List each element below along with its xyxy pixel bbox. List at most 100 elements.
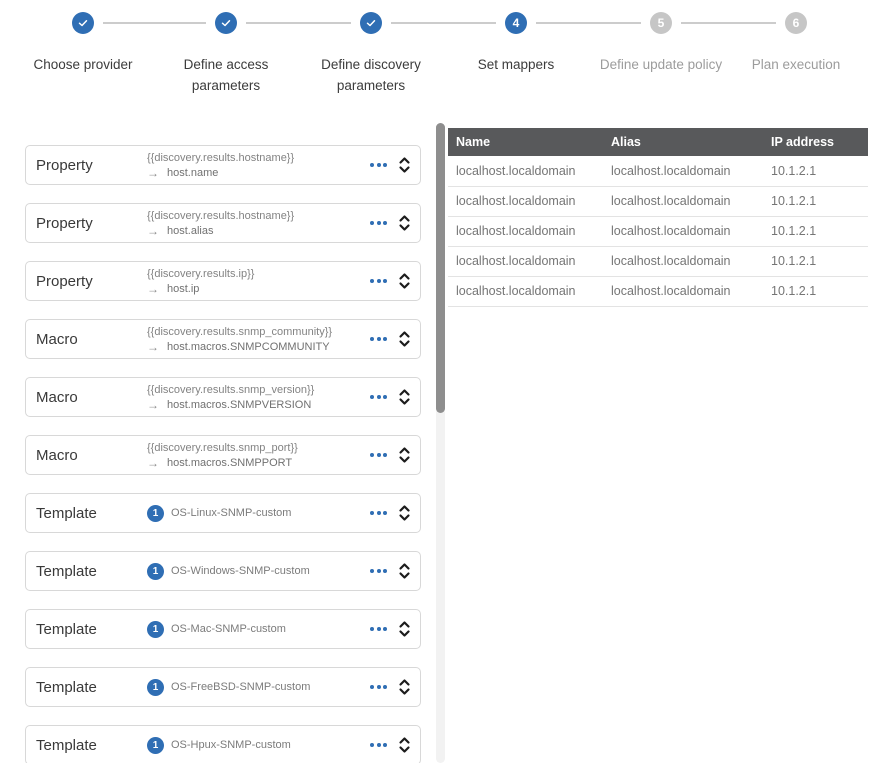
table-header-row: Name Alias IP address xyxy=(448,128,868,156)
template-name: OS-Windows-SNMP-custom xyxy=(171,565,310,577)
chevron-up-icon xyxy=(399,737,410,744)
dot-icon xyxy=(383,163,387,167)
more-actions-button[interactable] xyxy=(366,391,391,403)
mapper-actions xyxy=(366,156,411,174)
dot-icon xyxy=(383,337,387,341)
template-name: OS-Mac-SNMP-custom xyxy=(171,623,286,635)
template-count-badge: 1 xyxy=(147,562,164,580)
step-define-discovery-parameters: Define discovery parameters xyxy=(296,12,446,97)
host-preview-table: Name Alias IP address localhost.localdom… xyxy=(448,128,868,307)
more-actions-button[interactable] xyxy=(366,681,391,693)
reorder-handle[interactable] xyxy=(398,272,411,290)
template-count-badge: 1 xyxy=(147,504,164,522)
mapper-card: Macro {{discovery.results.snmp_port}} → … xyxy=(25,435,421,475)
dot-icon xyxy=(370,743,374,747)
mapper-target-value: host.alias xyxy=(167,224,214,237)
mapper-card: Macro {{discovery.results.snmp_community… xyxy=(25,319,421,359)
cell-alias: localhost.localdomain xyxy=(603,216,763,247)
reorder-handle[interactable] xyxy=(398,562,411,580)
more-actions-button[interactable] xyxy=(366,449,391,461)
chevron-up-icon xyxy=(399,447,410,454)
chevron-down-icon xyxy=(399,166,410,173)
chevron-down-icon xyxy=(399,572,410,579)
chevron-up-icon xyxy=(399,621,410,628)
mapper-card: Template 1 OS-Mac-SNMP-custom xyxy=(25,609,421,649)
vertical-scrollbar[interactable] xyxy=(436,123,445,763)
reorder-handle[interactable] xyxy=(398,446,411,464)
step-connector xyxy=(246,22,351,24)
mappers-list: Property {{discovery.results.hostname}} … xyxy=(25,145,421,763)
column-header-alias: Alias xyxy=(603,128,763,156)
step-circle-done[interactable] xyxy=(360,12,382,34)
mapper-target-row: → host.ip xyxy=(147,283,254,295)
chevron-down-icon xyxy=(399,456,410,463)
mapper-actions xyxy=(366,446,411,464)
more-actions-button[interactable] xyxy=(366,217,391,229)
reorder-handle[interactable] xyxy=(398,678,411,696)
mapper-card: Template 1 OS-Linux-SNMP-custom xyxy=(25,493,421,533)
cell-alias: localhost.localdomain xyxy=(603,186,763,217)
dot-icon xyxy=(370,395,374,399)
cell-alias: localhost.localdomain xyxy=(603,276,763,307)
chevron-down-icon xyxy=(399,398,410,405)
cell-ip-address: 10.1.2.1 xyxy=(763,156,868,187)
reorder-handle[interactable] xyxy=(398,214,411,232)
reorder-handle[interactable] xyxy=(398,736,411,754)
mapper-target-row: → host.name xyxy=(147,167,294,179)
step-circle-done[interactable] xyxy=(215,12,237,34)
template-count-badge: 1 xyxy=(147,620,164,638)
check-icon xyxy=(78,20,88,27)
cell-ip-address: 10.1.2.1 xyxy=(763,276,868,307)
reorder-handle[interactable] xyxy=(398,388,411,406)
chevron-down-icon xyxy=(399,688,410,695)
reorder-handle[interactable] xyxy=(398,156,411,174)
chevron-down-icon xyxy=(399,630,410,637)
step-number: 4 xyxy=(512,16,520,30)
dot-icon xyxy=(376,743,381,747)
reorder-handle[interactable] xyxy=(398,620,411,638)
scrollbar-thumb[interactable] xyxy=(436,123,445,413)
cell-name: localhost.localdomain xyxy=(448,246,603,277)
dot-icon xyxy=(370,279,374,283)
column-header-name: Name xyxy=(448,128,603,156)
mapper-card: Template 1 OS-Windows-SNMP-custom xyxy=(25,551,421,591)
dot-icon xyxy=(383,221,387,225)
table-row: localhost.localdomain localhost.localdom… xyxy=(448,156,868,187)
step-define-access-parameters: Define access parameters xyxy=(151,12,301,97)
dot-icon xyxy=(376,337,381,341)
template-mapper-group: Template 1 OS-Linux-SNMP-custom xyxy=(25,493,421,763)
more-actions-button[interactable] xyxy=(366,159,391,171)
mapper-source-value: {{discovery.results.hostname}} xyxy=(147,151,295,164)
step-define-update-policy: 5 Define update policy xyxy=(586,12,736,76)
chevron-up-icon xyxy=(399,505,410,512)
more-actions-button[interactable] xyxy=(366,623,391,635)
mapper-target-value: host.macros.SNMPCOMMUNITY xyxy=(167,340,330,353)
step-circle-done[interactable] xyxy=(72,12,94,34)
template-name: OS-FreeBSD-SNMP-custom xyxy=(171,681,311,693)
mapper-type-label: Template xyxy=(36,736,97,754)
reorder-handle[interactable] xyxy=(398,330,411,348)
mapper-actions xyxy=(366,388,411,406)
step-circle-active[interactable]: 4 xyxy=(505,12,527,34)
check-icon xyxy=(221,20,231,27)
more-actions-button[interactable] xyxy=(366,565,391,577)
arrow-right-icon: → xyxy=(147,223,159,238)
more-actions-button[interactable] xyxy=(366,333,391,345)
mapper-actions xyxy=(366,214,411,232)
mapper-type-label: Template xyxy=(36,620,97,638)
more-actions-button[interactable] xyxy=(366,275,391,287)
dot-icon xyxy=(376,627,381,631)
more-actions-button[interactable] xyxy=(366,739,391,751)
mapper-type-label: Property xyxy=(36,156,93,174)
step-circle-future: 5 xyxy=(650,12,672,34)
reorder-handle[interactable] xyxy=(398,504,411,522)
table-row: localhost.localdomain localhost.localdom… xyxy=(448,276,868,307)
dot-icon xyxy=(383,685,387,689)
mapper-mapping: {{discovery.results.snmp_version}} → hos… xyxy=(147,384,314,411)
dot-icon xyxy=(376,279,381,283)
chevron-up-icon xyxy=(399,389,410,396)
mapper-type-label: Template xyxy=(36,504,97,522)
cell-alias: localhost.localdomain xyxy=(603,156,763,187)
arrow-right-icon: → xyxy=(147,165,159,180)
more-actions-button[interactable] xyxy=(366,507,391,519)
